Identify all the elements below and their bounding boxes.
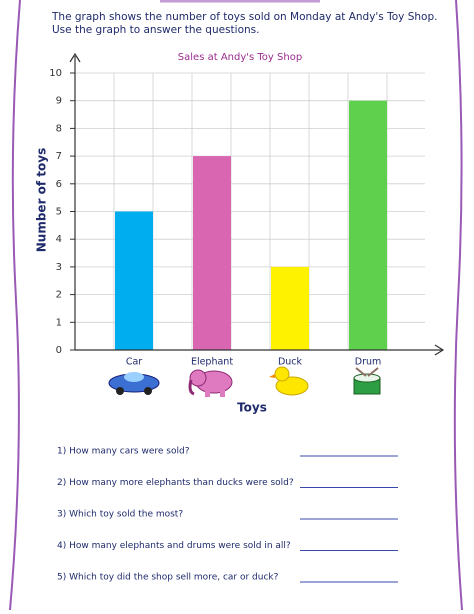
car-icon	[108, 372, 160, 395]
question: 3) Which toy sold the most?	[57, 510, 183, 520]
y-axis-arrow	[69, 52, 81, 63]
bars: Car Elephant Duck Drum	[115, 100, 387, 368]
y-tick-label: 10	[49, 68, 62, 79]
question: 2) How many more elephants than ducks we…	[57, 478, 294, 488]
elephant-icon	[188, 369, 233, 397]
y-tick-label: 5	[56, 207, 62, 218]
bar	[349, 100, 387, 350]
y-tick-label: 2	[56, 290, 62, 301]
y-tick-label: 6	[56, 179, 62, 190]
question: 1) How many cars were sold?	[57, 447, 190, 457]
axes	[69, 52, 445, 356]
y-tick-label: 8	[56, 123, 62, 134]
question: 5) Which toy did the shop sell more, car…	[57, 573, 279, 583]
x-tick-label: Drum	[355, 357, 382, 368]
y-tick-label: 0	[56, 345, 62, 356]
y-axis-label: Number of toys	[35, 148, 49, 253]
bar	[271, 266, 309, 350]
y-tick-label: 4	[56, 234, 62, 245]
toy-icons	[108, 366, 381, 397]
bar	[115, 211, 153, 350]
x-tick-label: Elephant	[191, 357, 233, 368]
page-border-right	[453, 0, 463, 611]
instruction-line: Use the graph to answer the questions.	[52, 24, 259, 36]
questions: 1) How many cars were sold? 2) How many m…	[57, 447, 398, 583]
chart-title: Sales at Andy's Toy Shop	[178, 52, 302, 63]
duck-icon	[269, 366, 309, 396]
y-tick-label: 9	[56, 96, 62, 107]
question: 4) How many elephants and drums were sol…	[57, 541, 291, 551]
bar	[193, 156, 231, 350]
y-tick-label: 1	[56, 317, 62, 328]
x-axis-arrow	[434, 344, 445, 356]
x-axis-label: Toys	[237, 401, 267, 415]
x-tick-label: Car	[126, 357, 142, 368]
instruction-line: The graph shows the number of toys sold …	[51, 11, 437, 23]
x-tick-label: Duck	[278, 357, 303, 368]
drum-icon	[353, 367, 381, 395]
y-tick-label: 3	[56, 262, 62, 273]
page-border-left	[9, 0, 21, 611]
y-tick-label: 7	[56, 151, 62, 162]
